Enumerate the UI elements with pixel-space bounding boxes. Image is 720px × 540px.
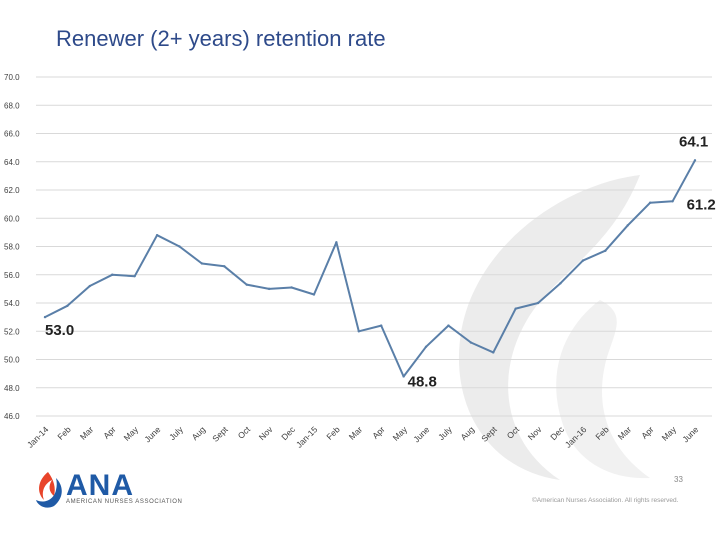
data-point xyxy=(693,159,697,162)
y-tick-label: 56.0 xyxy=(4,271,20,280)
data-point xyxy=(604,249,607,252)
data-point xyxy=(492,351,495,354)
data-point xyxy=(514,307,517,310)
x-tick-label: May xyxy=(391,424,410,443)
x-tick-label: Mar xyxy=(347,424,365,442)
y-tick-label: 52.0 xyxy=(4,327,20,336)
y-tick-label: 48.0 xyxy=(4,384,20,393)
page-number: 33 xyxy=(674,475,683,484)
data-point xyxy=(424,345,428,348)
data-point xyxy=(133,274,136,278)
data-point xyxy=(626,224,629,227)
x-tick-label: Apr xyxy=(370,424,387,441)
x-tick-label: Dec xyxy=(279,424,297,442)
data-label: 61.2 xyxy=(687,196,716,213)
x-tick-label: Aug xyxy=(190,424,208,442)
data-point xyxy=(178,245,181,248)
x-tick-label: June xyxy=(142,424,162,444)
x-tick-label: Nov xyxy=(526,424,544,442)
x-tick-label: Jan-14 xyxy=(25,424,51,450)
x-tick-label: Apr xyxy=(639,424,656,441)
data-point xyxy=(357,330,360,333)
grid-lines xyxy=(36,76,712,417)
logo-text: ANA xyxy=(66,469,134,502)
data-point xyxy=(290,286,293,289)
x-tick-label: Feb xyxy=(55,424,73,442)
x-tick-label: Apr xyxy=(101,424,118,441)
logo-subtitle: AMERICAN NURSES ASSOCIATION xyxy=(66,499,183,505)
ana-flame-watermark-icon xyxy=(458,175,650,480)
y-tick-label: 50.0 xyxy=(4,356,20,365)
x-tick-label: July xyxy=(436,424,454,442)
data-point xyxy=(88,284,92,288)
data-point xyxy=(66,304,69,308)
x-tick-label: Jan-15 xyxy=(294,424,320,450)
slide-title: Renewer (2+ years) retention rate xyxy=(56,26,386,51)
data-labels: 53.0 48.8 61.2 64.1 xyxy=(45,133,716,390)
data-point xyxy=(111,273,114,276)
x-tick-label: Mar xyxy=(78,424,96,442)
y-tick-label: 62.0 xyxy=(4,186,20,195)
x-tick-label: May xyxy=(660,424,679,443)
x-tick-label: June xyxy=(411,424,431,444)
data-point xyxy=(223,265,226,268)
x-tick-label: Mar xyxy=(616,424,634,442)
y-tick-label: 46.0 xyxy=(4,412,20,421)
data-point xyxy=(312,293,316,296)
data-label: 64.1 xyxy=(679,133,708,150)
x-tick-label: May xyxy=(122,424,141,443)
data-point xyxy=(380,324,383,327)
data-point xyxy=(245,283,248,286)
series-layer xyxy=(43,159,697,378)
data-label: 48.8 xyxy=(408,373,437,390)
x-tick-label: June xyxy=(680,424,700,444)
copyright-notice: ©American Nurses Association. All rights… xyxy=(532,497,679,504)
y-tick-label: 64.0 xyxy=(4,158,20,167)
x-tick-label: Nov xyxy=(257,424,275,442)
data-point xyxy=(267,287,271,291)
y-tick-label: 66.0 xyxy=(4,130,20,139)
data-point xyxy=(43,315,47,319)
y-axis-ticks: 46.0 48.0 50.0 52.0 54.0 56.0 58.0 60.0 62.0 64.0… xyxy=(4,73,20,421)
data-point xyxy=(648,201,652,204)
data-point xyxy=(155,234,159,237)
y-tick-label: 70.0 xyxy=(4,73,20,82)
x-tick-label: Feb xyxy=(324,424,342,442)
y-tick-label: 54.0 xyxy=(4,299,20,308)
x-tick-label: Oct xyxy=(236,424,253,441)
data-label: 53.0 xyxy=(45,322,74,339)
x-tick-label: July xyxy=(167,424,185,442)
data-point xyxy=(469,341,473,344)
y-tick-label: 60.0 xyxy=(4,214,20,223)
data-point xyxy=(200,262,204,265)
x-tick-label: Sept xyxy=(210,424,230,444)
x-tick-label: Aug xyxy=(459,424,477,442)
data-point xyxy=(536,301,540,305)
data-point xyxy=(402,375,405,378)
data-point xyxy=(559,282,562,285)
data-point xyxy=(581,259,585,262)
data-point xyxy=(335,241,338,244)
ana-flame-logo-icon xyxy=(36,472,62,508)
y-tick-label: 58.0 xyxy=(4,243,20,252)
series-line xyxy=(44,159,696,378)
data-point xyxy=(447,324,450,327)
data-point xyxy=(671,200,674,203)
y-tick-label: 68.0 xyxy=(4,101,20,110)
